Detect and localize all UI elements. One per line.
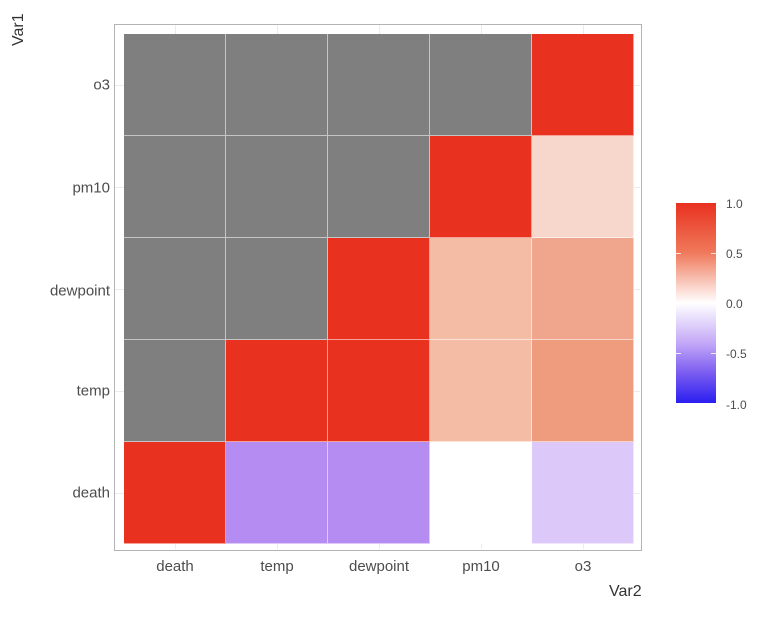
heatmap-cell-o3-death xyxy=(124,34,226,136)
heatmap-cell-dewpoint-dewpoint xyxy=(328,238,430,340)
heatmap-cell-death-pm10 xyxy=(430,442,532,544)
legend-colorbar xyxy=(676,203,716,403)
heatmap-cell-pm10-death xyxy=(124,136,226,238)
heatmap-cell-temp-o3 xyxy=(532,340,634,442)
legend-tick-right xyxy=(711,303,716,304)
x-tick-label-pm10: pm10 xyxy=(462,558,500,575)
heatmap-cell-death-temp xyxy=(226,442,328,544)
y-axis-labels: o3 pm10 dewpoint temp death xyxy=(0,0,110,622)
legend-label-0.0: 0.0 xyxy=(726,297,743,311)
y-tick-label-pm10: pm10 xyxy=(72,179,110,197)
heatmap-cell-o3-temp xyxy=(226,34,328,136)
legend-label-1.0: 1.0 xyxy=(726,197,743,211)
heatmap-cell-pm10-temp xyxy=(226,136,328,238)
x-tick-label-death: death xyxy=(156,558,194,575)
heatmap-cell-dewpoint-o3 xyxy=(532,238,634,340)
x-tick-label-dewpoint: dewpoint xyxy=(348,558,410,575)
y-tick-label-o3: o3 xyxy=(93,76,110,94)
heatmap-cell-pm10-o3 xyxy=(532,136,634,238)
legend-tick-right xyxy=(711,353,716,354)
x-tick-label-o3: o3 xyxy=(574,558,592,575)
heatmap-cell-death-dewpoint xyxy=(328,442,430,544)
heatmap-cell-temp-temp xyxy=(226,340,328,442)
heatmap-cell-death-death xyxy=(124,442,226,544)
heatmap-cell-temp-pm10 xyxy=(430,340,532,442)
heatmap-cell-temp-death xyxy=(124,340,226,442)
x-axis-title: Var2 xyxy=(609,583,642,600)
legend-label-0.5: 0.5 xyxy=(726,247,743,261)
y-tick-label-death: death xyxy=(72,484,110,502)
heatmap-cell-temp-dewpoint xyxy=(328,340,430,442)
legend-tick-left xyxy=(676,303,681,304)
legend-label-neg0.5: -0.5 xyxy=(726,347,747,361)
heatmap-cell-dewpoint-death xyxy=(124,238,226,340)
heatmap-cell-dewpoint-temp xyxy=(226,238,328,340)
heatmap-cell-o3-dewpoint xyxy=(328,34,430,136)
heatmap-cell-dewpoint-pm10 xyxy=(430,238,532,340)
y-tick-label-temp: temp xyxy=(76,382,110,400)
legend-label-neg1.0: -1.0 xyxy=(726,398,747,412)
legend-tick-left xyxy=(676,253,681,254)
heatmap-cell-o3-o3 xyxy=(532,34,634,136)
legend-tick-left xyxy=(676,353,681,354)
plot-panel xyxy=(114,24,642,551)
legend-tick-right xyxy=(711,253,716,254)
heatmap-cell-pm10-pm10 xyxy=(430,136,532,238)
heatmap-cell-o3-pm10 xyxy=(430,34,532,136)
heatmap-cell-pm10-dewpoint xyxy=(328,136,430,238)
heatmap-cell-death-o3 xyxy=(532,442,634,544)
x-tick-label-temp: temp xyxy=(260,558,294,575)
y-tick-label-dewpoint: dewpoint xyxy=(49,282,110,300)
